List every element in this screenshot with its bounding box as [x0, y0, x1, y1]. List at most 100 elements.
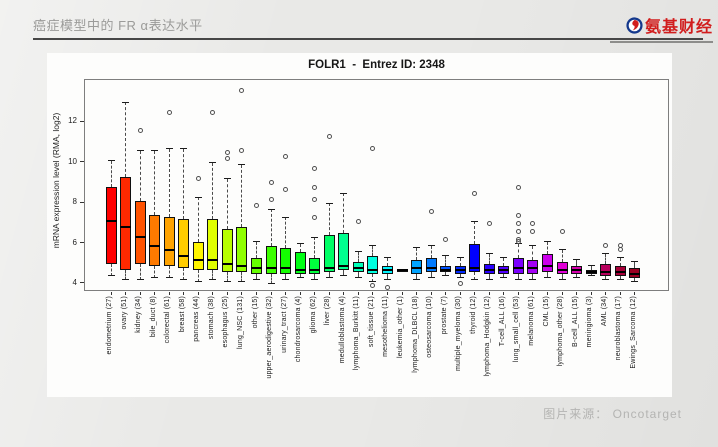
whisker-cap-high — [602, 253, 610, 255]
y-tick-label: 6 — [72, 237, 77, 247]
brand-name: 氨基财经 — [644, 19, 713, 36]
box-rect — [425, 257, 437, 272]
x-tick-mark — [503, 292, 505, 295]
whisker-upper — [547, 241, 548, 254]
whisker-upper — [459, 257, 461, 266]
whisker-cap-low — [456, 277, 464, 279]
outlier-point — [515, 239, 521, 245]
whisker-lower — [299, 273, 301, 278]
box-rect — [469, 243, 481, 272]
whisker-cap-high — [311, 236, 319, 238]
whisker-lower — [154, 265, 156, 278]
whisker-cap-high — [500, 257, 508, 259]
whisker-cap-low — [558, 279, 566, 281]
whisker-upper — [488, 253, 490, 264]
outlier-point — [166, 109, 172, 115]
whisker-cap-low — [282, 279, 290, 281]
whisker-cap-high — [296, 243, 304, 245]
whisker-upper — [445, 255, 447, 266]
whisker-cap-low — [354, 277, 362, 279]
whisker-cap-low — [471, 279, 479, 281]
median-line — [381, 268, 393, 271]
outlier-point — [224, 156, 230, 162]
whisker-cap-low — [267, 283, 275, 285]
median-line — [483, 268, 495, 271]
x-tick-label: ovary (51) — [120, 296, 128, 330]
x-tick-label: pancreas (44) — [193, 296, 201, 342]
outlier-point — [530, 220, 536, 226]
whisker-cap-low — [369, 281, 377, 283]
whisker-lower — [488, 273, 490, 280]
whisker-upper — [517, 243, 519, 258]
median-line — [512, 266, 524, 269]
x-tick-mark — [110, 292, 112, 295]
whisker-upper — [619, 257, 621, 266]
box-rect — [120, 176, 132, 270]
x-tick-label: colorectal (61) — [164, 296, 172, 344]
whisker-cap-high — [573, 259, 581, 261]
box-rect — [105, 187, 117, 264]
median-line — [207, 258, 219, 261]
x-tick-mark — [154, 292, 156, 295]
x-tick-mark — [445, 292, 447, 295]
whisker-cap-low — [209, 279, 217, 281]
median-line — [338, 264, 350, 267]
whisker-lower — [576, 273, 578, 278]
outlier-point — [312, 166, 318, 172]
x-tick-label: osteosarcoma (10) — [426, 296, 434, 358]
whisker-lower — [590, 273, 592, 276]
whisker-cap-low — [107, 275, 115, 277]
whisker-lower — [416, 273, 418, 280]
whisker-cap-high — [253, 241, 260, 243]
whisker-upper — [183, 148, 185, 220]
whisker-lower — [357, 271, 359, 278]
median-line — [120, 226, 132, 229]
x-tick-mark — [357, 292, 359, 295]
whisker-cap-low — [325, 277, 333, 279]
x-tick-mark — [619, 292, 621, 295]
whisker-cap-low — [340, 275, 348, 277]
median-line — [571, 268, 583, 271]
whisker-lower — [372, 273, 374, 282]
whisker-lower — [386, 273, 388, 280]
whisker-cap-high — [165, 148, 173, 150]
median-line — [149, 244, 161, 247]
whisker-upper — [590, 265, 592, 270]
median-line — [527, 266, 539, 269]
median-line — [236, 264, 248, 267]
x-tick-label: lymphoma_Burkitt (11) — [353, 296, 361, 371]
x-tick-mark — [299, 292, 301, 295]
box-rect — [629, 267, 641, 278]
whisker-cap-high — [631, 261, 639, 263]
whisker-upper — [110, 160, 112, 187]
whisker-lower — [197, 269, 199, 282]
box-rect — [221, 229, 233, 272]
box-rect — [483, 263, 495, 274]
x-tick-label: lung_NSC (131) — [236, 296, 244, 349]
y-tick-mark — [80, 201, 84, 203]
whisker-lower — [547, 271, 548, 278]
box-rect — [440, 265, 452, 272]
outlier-point — [515, 228, 521, 234]
whisker-upper — [605, 253, 607, 264]
whisker-upper — [503, 257, 505, 266]
outlier-point — [355, 218, 361, 224]
x-tick-mark — [168, 292, 170, 295]
x-tick-mark — [547, 292, 548, 295]
whisker-cap-high — [238, 164, 246, 166]
whisker-cap-low — [485, 279, 493, 281]
box-rect — [527, 259, 539, 274]
x-tick-label: neuroblastoma (17) — [615, 296, 623, 361]
whisker-upper — [416, 247, 418, 260]
x-tick-mark — [401, 292, 403, 295]
x-tick-label: prostate (7) — [440, 296, 448, 335]
whisker-lower — [241, 271, 243, 282]
x-tick-label: lymphoma_Hodgkin (12) — [484, 296, 492, 377]
outlier-point — [283, 154, 289, 160]
whisker-lower — [328, 271, 330, 278]
x-tick-label: kidney (34) — [135, 296, 143, 333]
x-tick-mark — [532, 292, 534, 295]
outlier-point — [370, 283, 376, 289]
x-tick-label: meningioma (3) — [586, 296, 594, 348]
outlier-point — [370, 146, 376, 152]
